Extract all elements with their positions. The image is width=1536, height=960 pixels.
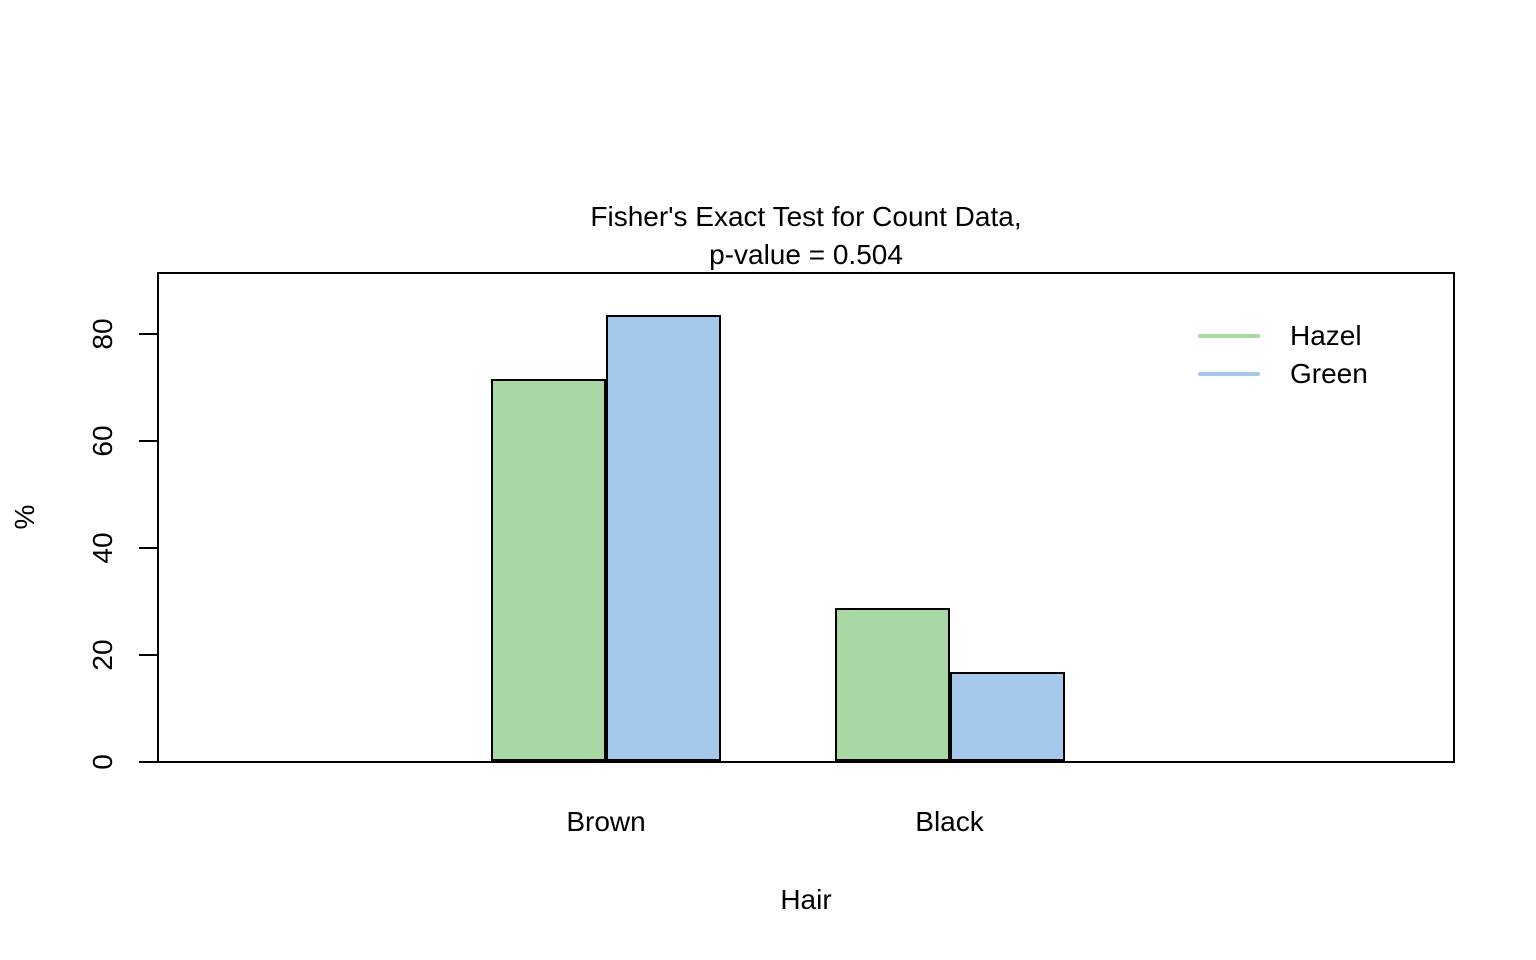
y-tick-label-0: 0: [87, 754, 118, 770]
bar-brown-hazel: [491, 379, 606, 761]
legend-swatch-green: [1198, 372, 1260, 376]
y-tick-mark-20: [139, 654, 157, 656]
y-tick-mark-0: [139, 761, 157, 763]
x-category-label-brown: Brown: [566, 806, 646, 837]
chart-title-line1: Fisher's Exact Test for Count Data,: [590, 201, 1022, 232]
plot-area: Hazel Green: [159, 274, 1453, 761]
chart-title-line2: p-value = 0.504: [709, 239, 903, 270]
y-axis-label: %: [9, 504, 40, 530]
x-category-label-black: Black: [915, 806, 984, 837]
y-tick-label-40: 40: [87, 532, 118, 564]
y-tick-mark-60: [139, 440, 157, 442]
legend-swatch-hazel: [1198, 334, 1260, 338]
y-tick-label-80: 80: [87, 318, 118, 350]
legend-label-hazel: Hazel: [1290, 320, 1362, 351]
bar-brown-green: [606, 315, 721, 761]
y-tick-label-20: 20: [87, 639, 118, 671]
bar-black-green: [949, 672, 1065, 761]
y-tick-mark-40: [139, 547, 157, 549]
chart-title: Fisher's Exact Test for Count Data, p-va…: [157, 198, 1455, 274]
y-tick-label-60: 60: [87, 425, 118, 457]
bar-black-hazel: [834, 608, 950, 761]
y-tick-mark-80: [139, 333, 157, 335]
legend-label-green: Green: [1290, 358, 1368, 389]
plot-frame: [157, 272, 1455, 763]
x-axis-label: Hair: [780, 884, 832, 915]
